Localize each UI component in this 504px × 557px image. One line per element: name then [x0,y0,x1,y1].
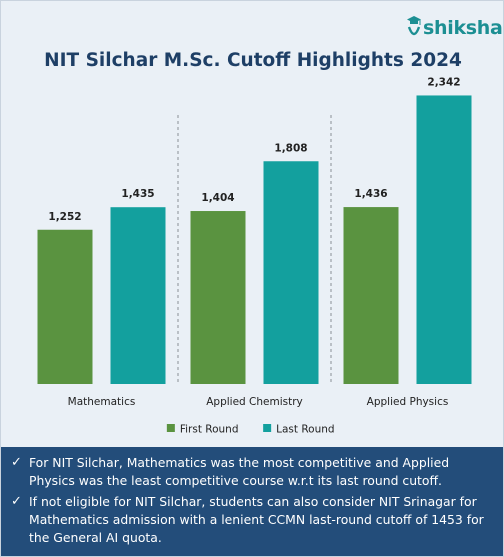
note-text: For NIT Silchar, Mathematics was the mos… [29,455,450,488]
legend-swatch [263,424,272,432]
graduation-cap-icon [407,16,421,36]
category-label: Applied Physics [367,396,449,408]
note-text: If not eligible for NIT Silchar, student… [29,494,484,545]
bar-chart: 1,252 1,435 1,404 1,808 1,436 2,342 Mathemati… [37,76,472,436]
data-label: 1,252 [48,211,81,223]
category-label: Applied Chemistry [206,396,303,408]
bar [37,229,93,384]
notes-panel: ✓ For NIT Silchar, Mathematics was the m… [1,447,503,556]
legend-swatch [166,424,175,432]
shiksha-logo: shiksha [406,13,503,43]
note-item: ✓ For NIT Silchar, Mathematics was the m… [11,454,495,490]
data-label: 1,435 [121,188,154,200]
data-label: 1,404 [201,192,234,204]
data-label: 2,342 [427,76,460,88]
bar [263,161,319,384]
data-label: 1,436 [354,188,387,200]
note-item: ✓ If not eligible for NIT Silchar, stude… [11,493,495,547]
check-icon: ✓ [11,494,22,509]
brand-name: shiksha [423,17,503,39]
category-label: Mathematics [68,396,136,408]
bar [110,207,166,384]
bar [416,95,472,384]
data-label: 1,808 [274,142,307,154]
bar [190,211,246,384]
bar [343,207,399,384]
legend-label: Last Round [276,424,334,436]
legend-label: First Round [180,424,239,436]
check-icon: ✓ [11,455,22,470]
chart-title: NIT Silchar M.Sc. Cutoff Highlights 2024 [44,50,462,71]
